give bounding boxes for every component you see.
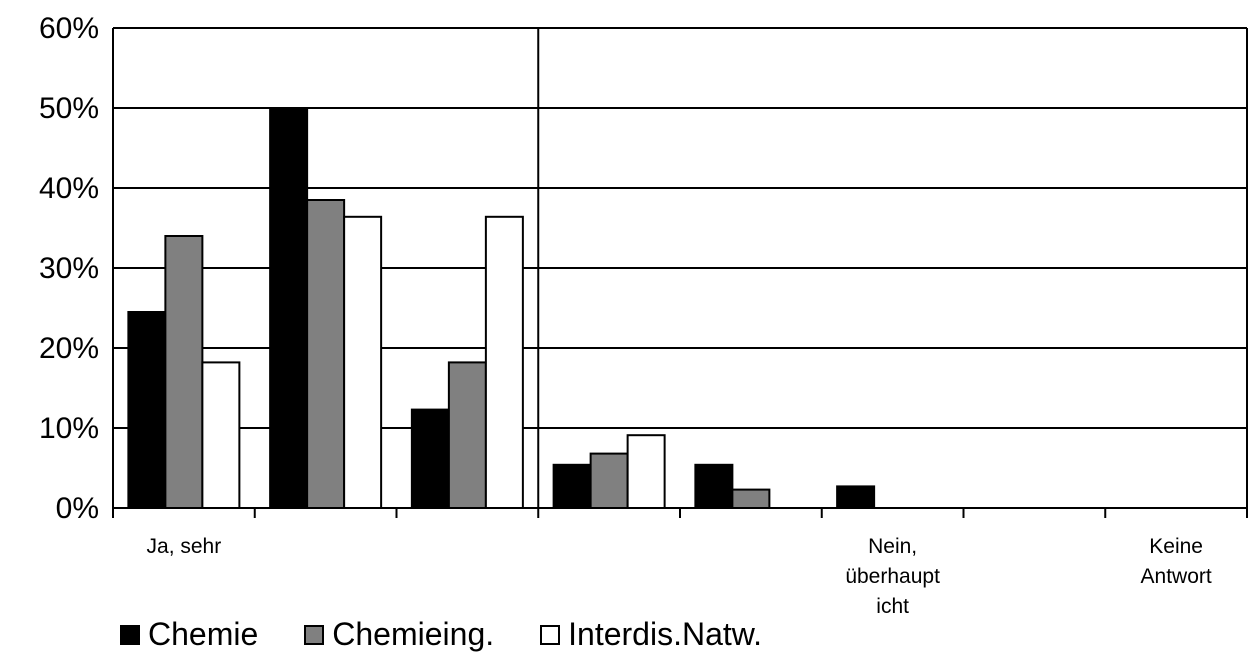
y-tick-label: 40%	[39, 172, 99, 205]
bar	[410, 408, 450, 510]
legend-swatch	[540, 624, 561, 645]
bar	[201, 361, 241, 509]
y-tick-label: 60%	[39, 12, 99, 45]
y-tick-label: 0%	[56, 492, 99, 525]
bar	[694, 463, 734, 509]
legend-item: Chemie	[120, 616, 258, 653]
bar	[626, 434, 666, 510]
bar	[836, 485, 876, 509]
bar	[306, 199, 346, 509]
bar	[269, 107, 309, 509]
legend-item: Chemieing.	[304, 616, 494, 653]
legend-swatch	[304, 624, 325, 645]
legend-label: Chemie	[148, 616, 259, 652]
bar	[164, 235, 204, 509]
bar	[127, 311, 167, 509]
y-tick-label: 10%	[39, 412, 99, 445]
x-tick-label: Nein, überhaupt icht	[845, 535, 940, 618]
bar	[447, 361, 487, 509]
y-tick-label: 50%	[39, 92, 99, 125]
x-tick-label: Ja, sehr	[147, 535, 222, 558]
bar	[552, 463, 592, 509]
y-tick-label: 30%	[39, 252, 99, 285]
bar	[484, 215, 524, 510]
legend-label: Chemieing.	[332, 616, 495, 652]
legend-item: Interdis.Natw.	[540, 616, 762, 653]
legend-swatch	[120, 624, 140, 645]
bar	[589, 452, 629, 510]
bar-chart: 0% 10% 20% 30% 40% 50% 60% Ja, sehr Nein, überhau…	[39, 12, 1248, 618]
bar	[731, 488, 771, 510]
legend-label: Interdis.Natw.	[568, 616, 762, 652]
legend: Chemie Chemieing. Interdis.Natw.	[120, 616, 762, 653]
y-tick-label: 20%	[39, 332, 99, 365]
x-tick-label: Keine Antwort	[1141, 535, 1212, 588]
bar	[343, 215, 383, 510]
